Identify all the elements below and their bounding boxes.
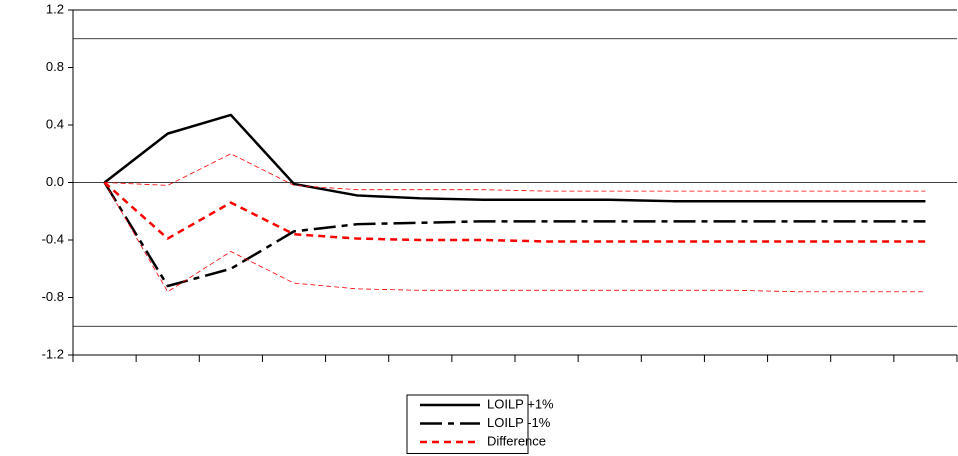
y-tick-label: -0.8	[42, 289, 64, 304]
legend-label: Difference	[487, 433, 546, 448]
y-tick-label: 1.2	[46, 1, 64, 16]
series-line	[104, 153, 926, 192]
y-tick-label: -1.2	[42, 346, 64, 361]
legend-label: LOILP -1%	[487, 415, 551, 430]
series-line	[103, 181, 926, 288]
y-tick-label: 0.4	[46, 116, 64, 131]
legend-label: LOILP +1%	[487, 396, 554, 411]
y-tick-label: 0.8	[46, 59, 64, 74]
series-line	[103, 181, 926, 243]
y-tick-label: 0.0	[46, 174, 64, 189]
y-tick-label: -0.4	[42, 231, 64, 246]
series-line	[103, 113, 926, 203]
series-line	[104, 182, 926, 293]
